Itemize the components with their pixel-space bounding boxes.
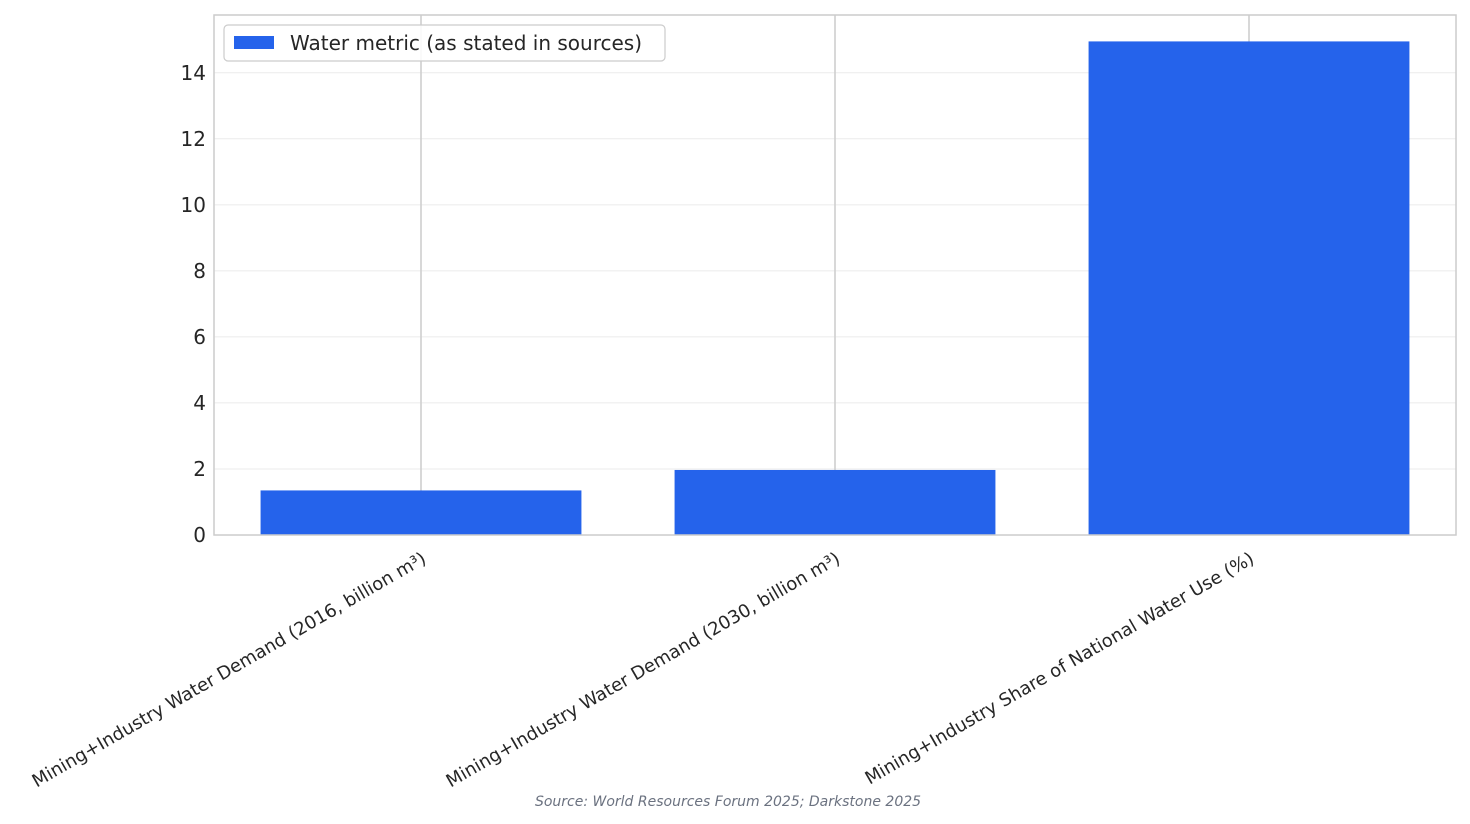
y-axis: 0 2 4 6 8 10 12 14 xyxy=(181,61,206,547)
y-tick-label: 14 xyxy=(181,61,206,85)
x-axis: Mining+Industry Water Demand (2016, bill… xyxy=(29,548,1258,792)
plot-frame xyxy=(213,14,1457,536)
y-tick-label: 0 xyxy=(193,523,206,547)
source-note: Source: World Resources Forum 2025; Dark… xyxy=(535,794,921,810)
y-tick-label: 4 xyxy=(193,391,206,415)
bar xyxy=(260,490,582,535)
bar xyxy=(1088,41,1410,536)
y-tick-label: 10 xyxy=(181,193,206,217)
legend-box xyxy=(223,24,666,62)
x-tick-label: Mining+Industry Share of National Water … xyxy=(862,548,1258,789)
y-tick-label: 6 xyxy=(193,325,206,349)
legend-swatch xyxy=(234,36,274,49)
y-tick-label: 2 xyxy=(193,457,206,481)
y-tick-label: 12 xyxy=(181,127,206,151)
x-tick-label: Mining+Industry Water Demand (2030, bill… xyxy=(443,548,844,792)
legend: Water metric (as stated in sources) xyxy=(223,24,666,62)
bar xyxy=(674,469,996,535)
x-tick-label: Mining+Industry Water Demand (2016, bill… xyxy=(29,548,430,792)
legend-label: Water metric (as stated in sources) xyxy=(290,31,642,55)
y-tick-label: 8 xyxy=(193,259,206,283)
bar-layer xyxy=(260,41,1410,536)
